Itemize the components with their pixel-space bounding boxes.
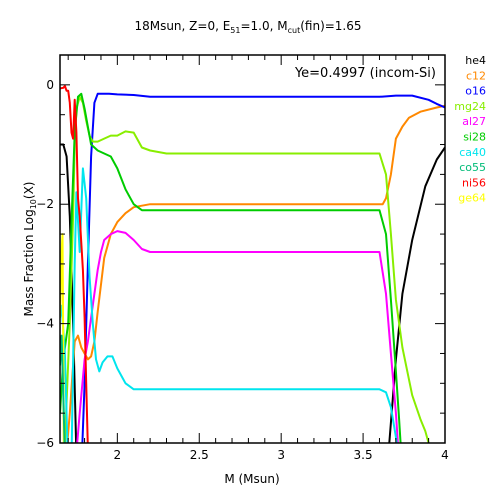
series-line-c12 <box>66 104 445 443</box>
legend-item-al27: al27 <box>462 115 486 128</box>
legend-item-ge64: ge64 <box>458 192 486 205</box>
y-tick-label: 0 <box>46 78 54 92</box>
legend: he4 c12 o16 mg24 al27 si28 ca40 co55 ni56 ge64 <box>454 54 486 205</box>
y-axis-label: Mass Fraction Log10(X) <box>22 182 38 317</box>
series-line-ca40 <box>60 167 398 443</box>
series-line-ni56 <box>60 85 89 443</box>
legend-item-c12: c12 <box>466 69 486 82</box>
legend-item-mg24: mg24 <box>454 100 486 113</box>
x-tick-label: 2.5 <box>190 448 209 462</box>
series-layer <box>60 85 445 443</box>
plot-frame <box>59 54 446 444</box>
series-line-co55 <box>60 334 66 443</box>
x-tick-label: 2 <box>114 448 122 462</box>
chart-title: 18Msun, Z=0, E51=1.0, Mcut(fin)=1.65 <box>134 19 361 35</box>
x-axis-label: M (Msun) <box>224 472 279 486</box>
legend-item-o16: o16 <box>465 85 486 98</box>
legend-item-co55: co55 <box>459 161 486 174</box>
series-line-mg24 <box>63 95 430 443</box>
legend-item-ni56: ni56 <box>462 176 486 189</box>
series-line-he4 <box>60 143 445 443</box>
legend-item-he4: he4 <box>465 54 486 67</box>
legend-item-ca40: ca40 <box>459 146 486 159</box>
annotation-text: Ye=0.4997 (incom-Si) <box>294 66 436 81</box>
y-tick-label: −4 <box>36 317 54 331</box>
series-line-al27 <box>76 230 399 443</box>
x-tick-label: 4 <box>441 448 449 462</box>
y-tick-label: −2 <box>36 197 54 211</box>
legend-item-si28: si28 <box>463 131 486 144</box>
x-tick-label: 3 <box>277 448 285 462</box>
ticks-layer: 2 2.5 3 3.5 4 0 −2 −4 −6 <box>36 54 449 462</box>
x-tick-label: 3.5 <box>354 448 373 462</box>
y-tick-label: −6 <box>36 436 54 450</box>
series-line-si28 <box>60 92 402 443</box>
